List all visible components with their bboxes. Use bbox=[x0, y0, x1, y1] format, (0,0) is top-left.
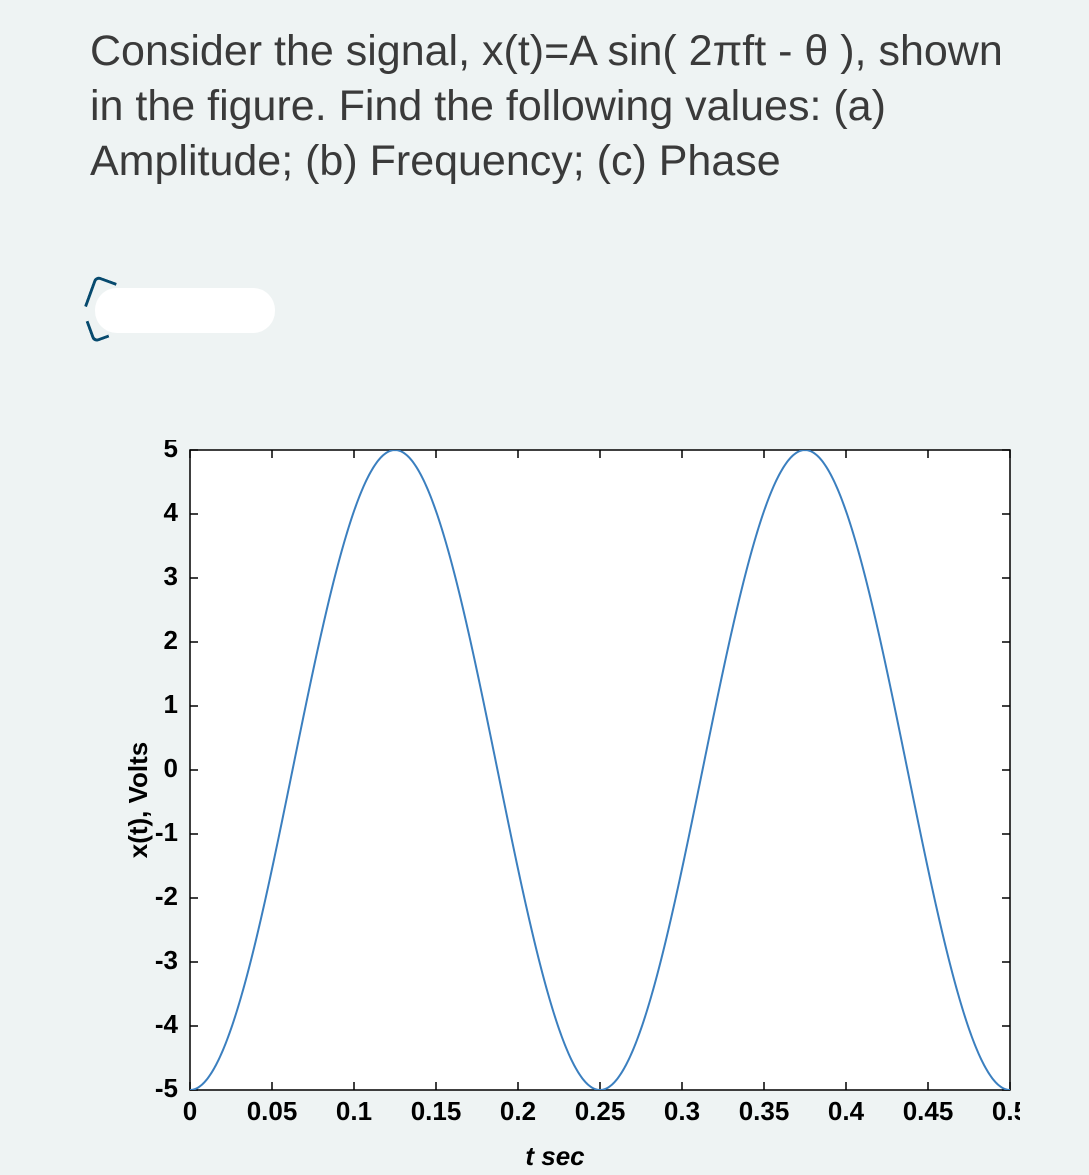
svg-text:0.2: 0.2 bbox=[500, 1096, 536, 1126]
svg-text:0.35: 0.35 bbox=[739, 1096, 790, 1126]
svg-text:0: 0 bbox=[164, 753, 178, 783]
svg-text:0.15: 0.15 bbox=[411, 1096, 462, 1126]
svg-text:3: 3 bbox=[164, 561, 178, 591]
svg-text:5: 5 bbox=[164, 440, 178, 463]
question-text: Consider the signal, x(t)=A sin( 2πft - … bbox=[90, 24, 1029, 189]
chart-svg: -5 -4 -3 -2 -1 0 1 2 3 4 5 0 0.05 0.1 0.15 0.2 0.25 0.3 0.… bbox=[90, 440, 1020, 1160]
svg-text:0.25: 0.25 bbox=[575, 1096, 626, 1126]
svg-text:4: 4 bbox=[164, 497, 179, 527]
y-axis-label: x(t), Volts bbox=[123, 742, 154, 859]
svg-text:0.1: 0.1 bbox=[336, 1096, 372, 1126]
svg-text:-5: -5 bbox=[155, 1073, 178, 1103]
redaction-blob bbox=[95, 288, 275, 333]
x-axis-label: t sec bbox=[525, 1141, 584, 1172]
svg-text:-3: -3 bbox=[155, 945, 178, 975]
svg-text:0.3: 0.3 bbox=[664, 1096, 700, 1126]
svg-text:2: 2 bbox=[164, 625, 178, 655]
svg-text:0.4: 0.4 bbox=[828, 1096, 865, 1126]
svg-text:0: 0 bbox=[183, 1096, 197, 1126]
svg-text:-4: -4 bbox=[155, 1009, 179, 1039]
svg-text:0.5: 0.5 bbox=[992, 1096, 1020, 1126]
signal-chart: x(t), Volts -5 -4 -3 -2 -1 0 1 2 3 4 5 0 0.05 0.1 0.15… bbox=[90, 440, 1020, 1160]
svg-text:-1: -1 bbox=[155, 817, 178, 847]
svg-text:1: 1 bbox=[164, 689, 178, 719]
svg-text:0.05: 0.05 bbox=[247, 1096, 298, 1126]
svg-text:-2: -2 bbox=[155, 881, 178, 911]
svg-text:0.45: 0.45 bbox=[903, 1096, 954, 1126]
